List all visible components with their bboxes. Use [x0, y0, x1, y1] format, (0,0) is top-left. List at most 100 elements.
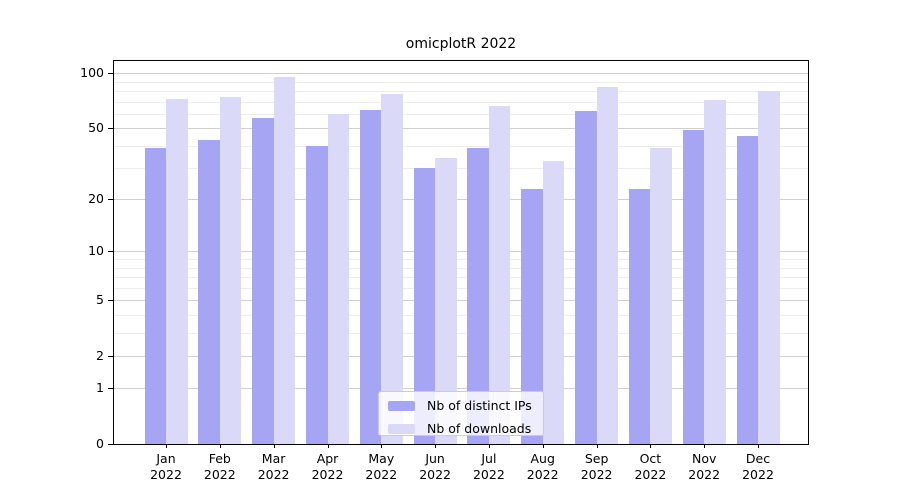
- x-tick-label-month-sep: Sep: [584, 451, 609, 466]
- y-tick-0: [108, 444, 113, 445]
- y-tick-label-20: 20: [88, 191, 104, 207]
- x-tick-aug: [542, 444, 544, 448]
- x-tick-label-oct: Oct 2022: [619, 451, 681, 483]
- x-tick-label-sep: Sep 2022: [566, 451, 628, 483]
- y-tick-label-1: 1: [96, 380, 104, 396]
- x-tick-label-month-jul: Jul: [481, 451, 497, 466]
- x-tick-label-month-nov: Nov: [691, 451, 717, 466]
- bar-distinct-ips-jul: [467, 147, 489, 444]
- x-tick-label-year-jun: 2022: [419, 467, 451, 482]
- x-tick-label-jan: Jan 2022: [135, 451, 197, 483]
- chart-title: omicplotR 2022: [405, 36, 517, 52]
- bar-downloads-jan: [166, 99, 188, 444]
- x-tick-label-month-mar: Mar: [261, 451, 286, 466]
- x-tick-sep: [596, 444, 598, 448]
- x-tick-label-jun: Jun 2022: [404, 451, 466, 483]
- legend-item-downloads: Nb of downloads: [388, 420, 543, 437]
- x-tick-label-year-nov: 2022: [688, 467, 721, 482]
- legend: Nb of distinct IPs Nb of downloads: [378, 391, 544, 436]
- gridline-4: [113, 314, 809, 316]
- gridline-9: [113, 259, 809, 260]
- bar-distinct-ips-nov: [682, 129, 705, 444]
- bar-distinct-ips-jan: [144, 147, 166, 444]
- legend-label-downloads: Nb of downloads: [427, 421, 532, 436]
- gridline-30: [113, 168, 809, 170]
- x-tick-label-may: May 2022: [350, 451, 412, 483]
- legend-swatch-distinct-ips: [388, 400, 415, 411]
- y-tick-label-10: 10: [88, 243, 104, 259]
- x-tick-label-year-jul: 2022: [472, 467, 505, 482]
- gridline-10: [113, 251, 809, 253]
- x-tick-label-dec: Dec 2022: [727, 451, 789, 483]
- bar-downloads-apr: [327, 113, 349, 444]
- gridline-50: [113, 128, 809, 130]
- x-tick-label-year-aug: 2022: [526, 467, 559, 482]
- x-tick-label-mar: Mar 2022: [243, 451, 305, 483]
- x-tick-label-month-apr: Apr: [316, 451, 339, 466]
- plot-frame: [113, 60, 809, 445]
- x-tick-label-nov: Nov 2022: [673, 451, 735, 483]
- y-tick-2: [108, 355, 113, 357]
- gridline-2: [113, 355, 809, 357]
- x-tick-label-month-aug: Aug: [530, 451, 555, 466]
- x-tick-label-month-oct: Oct: [639, 451, 662, 466]
- gridline-70: [113, 101, 809, 103]
- x-tick-may: [381, 444, 383, 448]
- bar-downloads-jun: [435, 158, 457, 444]
- bar-downloads-dec: [758, 90, 780, 444]
- gridline-3: [113, 332, 809, 334]
- y-tick-20: [108, 199, 113, 201]
- y-tick-10: [108, 251, 113, 253]
- y-tick-label-100: 100: [80, 65, 104, 81]
- bar-distinct-ips-sep: [575, 111, 597, 444]
- x-tick-label-month-dec: Dec: [745, 451, 771, 466]
- x-tick-label-year-may: 2022: [365, 467, 398, 482]
- y-tick-label-5: 5: [96, 292, 104, 307]
- y-tick-50: [108, 128, 113, 130]
- bar-downloads-mar: [273, 77, 296, 444]
- gridline-40: [113, 145, 809, 147]
- x-tick-label-year-apr: 2022: [311, 467, 344, 482]
- x-tick-jan: [166, 444, 167, 448]
- y-tick-label-50: 50: [88, 120, 104, 136]
- x-tick-feb: [219, 444, 221, 448]
- x-tick-label-year-jan: 2022: [150, 467, 182, 482]
- bar-downloads-oct: [650, 147, 672, 444]
- x-tick-dec: [758, 444, 759, 448]
- x-tick-label-month-jan: Jan: [156, 451, 176, 466]
- x-tick-label-apr: Apr 2022: [297, 451, 359, 483]
- gridline-5: [113, 300, 809, 301]
- bar-distinct-ips-feb: [198, 139, 220, 444]
- x-tick-label-feb: Feb 2022: [189, 451, 251, 483]
- y-tick-100: [108, 73, 113, 75]
- gridline-60: [113, 113, 809, 115]
- bar-downloads-aug: [542, 160, 565, 444]
- x-tick-label-month-feb: Feb: [208, 451, 231, 466]
- gridline-7: [113, 276, 809, 278]
- gridline-8: [113, 267, 809, 269]
- bar-downloads-feb: [219, 97, 242, 444]
- bar-downloads-nov: [704, 100, 726, 444]
- x-tick-label-year-mar: 2022: [257, 467, 290, 482]
- x-tick-label-aug: Aug 2022: [512, 451, 574, 483]
- bar-distinct-ips-may: [359, 109, 382, 444]
- gridline-100: [113, 73, 809, 75]
- x-tick-oct: [650, 444, 652, 448]
- bar-distinct-ips-jun: [413, 168, 436, 444]
- bar-distinct-ips-oct: [628, 188, 651, 444]
- bar-distinct-ips-dec: [736, 136, 758, 444]
- x-tick-jul: [488, 444, 490, 448]
- x-tick-label-year-oct: 2022: [634, 467, 667, 482]
- y-tick-label-0: 0: [96, 436, 104, 451]
- gridline-80: [113, 90, 809, 92]
- bar-downloads-jul: [488, 106, 511, 444]
- x-tick-label-jul: Jul 2022: [458, 451, 520, 483]
- bar-distinct-ips-aug: [521, 188, 543, 444]
- x-tick-label-month-may: May: [368, 451, 395, 466]
- gridline-90: [113, 81, 809, 83]
